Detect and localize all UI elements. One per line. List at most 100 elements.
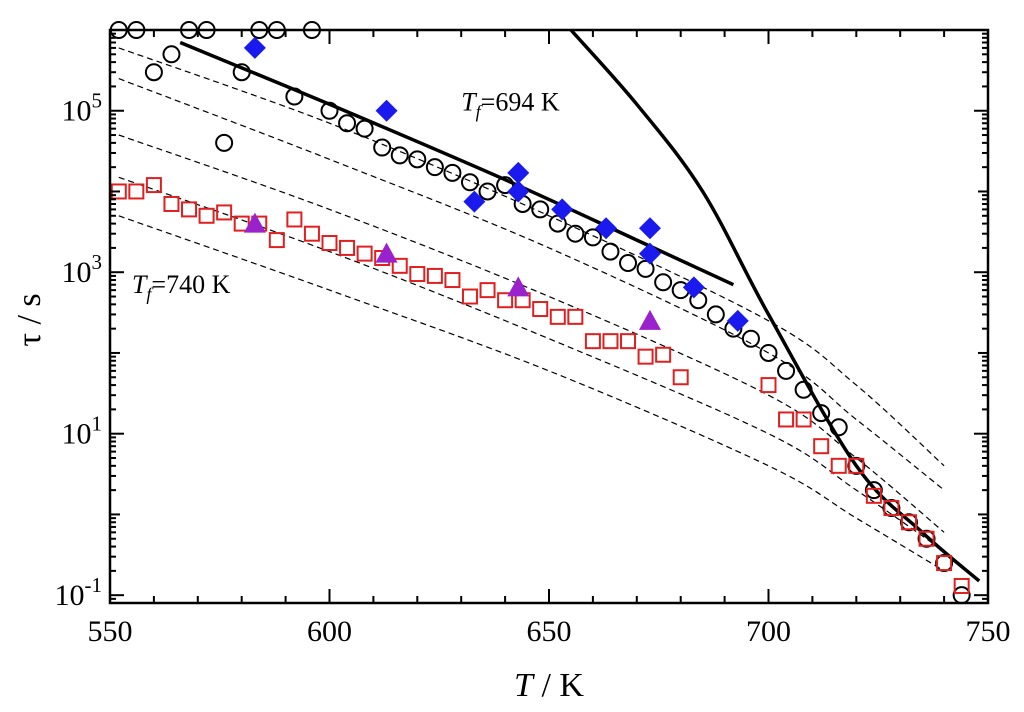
annotations: Tf=694 K Tf=740 K: [132, 88, 560, 304]
y-tick-label: 105: [62, 89, 103, 128]
open-square-point: [233, 215, 250, 232]
filled-diamond-point: [507, 180, 530, 203]
open-square-point: [655, 346, 672, 363]
open-circle-point: [144, 63, 163, 82]
open-square-point: [426, 267, 443, 284]
open-circle-point: [777, 361, 796, 380]
filled-triangle-point: [507, 276, 530, 297]
open-circle-point: [619, 254, 638, 273]
filled-diamond-point: [595, 217, 618, 240]
open-square-point: [883, 500, 900, 517]
y-tick-label: 10-1: [55, 573, 103, 612]
open-square-point: [198, 207, 215, 224]
open-square-point: [637, 348, 654, 365]
open-square-point: [303, 225, 320, 242]
solid-fit-line: [179, 40, 735, 287]
open-square-point: [953, 577, 970, 594]
filled-diamond-point: [507, 161, 530, 184]
open-square-point: [444, 272, 461, 289]
open-circle-point: [320, 101, 339, 120]
x-axis-label: T / K: [514, 667, 584, 704]
open-square-point: [549, 308, 566, 325]
filled-triangle-point: [375, 242, 398, 263]
y-axis-label: τ / s: [11, 293, 48, 346]
open-circle-point: [232, 63, 251, 82]
open-square-point: [532, 301, 549, 318]
open-square-point: [268, 232, 285, 249]
open-square-point: [216, 204, 233, 221]
open-circle-point: [917, 529, 936, 548]
open-square-point: [584, 333, 601, 350]
filled-diamond-point: [243, 36, 266, 59]
open-square-point: [356, 245, 373, 262]
filled-triangle-point: [243, 212, 266, 233]
axis-ticks: [109, 29, 989, 604]
open-circle-point: [390, 146, 409, 165]
open-square-point: [813, 438, 830, 455]
y-tick-labels: 10-1 101 103 105: [55, 89, 103, 612]
open-square-point: [865, 487, 882, 504]
dashed-model-line: [118, 176, 945, 552]
open-square-point: [830, 457, 847, 474]
solid-fit-line: [569, 28, 981, 583]
open-circle-point: [338, 114, 357, 133]
open-circle-point: [355, 119, 374, 138]
open-circle-point: [215, 133, 234, 152]
open-circle-point: [794, 380, 813, 399]
open-circle-point: [478, 182, 497, 201]
open-square-point: [286, 211, 303, 228]
open-square-point: [936, 555, 953, 572]
open-square-point: [900, 514, 917, 531]
data-markers: [109, 21, 971, 605]
open-circle-point: [443, 163, 462, 182]
open-circle-point: [460, 173, 479, 192]
open-square-point: [567, 308, 584, 325]
open-square-point: [128, 183, 145, 200]
open-square-point: [778, 411, 795, 428]
open-square-point: [760, 377, 777, 394]
filled-diamond-point: [638, 242, 661, 265]
open-square-point: [339, 239, 356, 256]
open-square-point: [672, 369, 689, 386]
x-tick-label: 650: [527, 615, 572, 648]
open-square-point: [163, 195, 180, 212]
open-circle-point: [706, 305, 725, 324]
open-square-point: [391, 257, 408, 274]
filled-diamond-point: [726, 309, 749, 332]
open-square-point: [321, 235, 338, 252]
open-circle-point: [935, 554, 954, 573]
filled-diamond-point: [638, 217, 661, 240]
open-square-point: [918, 530, 935, 547]
open-circle-point: [636, 259, 655, 278]
x-axis-label-main: T: [514, 667, 535, 704]
open-square-point: [409, 266, 426, 283]
x-tick-label: 700: [746, 615, 791, 648]
open-circle-point: [601, 242, 620, 261]
open-circle-point: [285, 87, 304, 106]
open-circle-point: [952, 586, 971, 605]
filled-triangle-point: [638, 309, 661, 330]
x-tick-labels: 550 600 650 700 750: [88, 615, 1011, 648]
open-circle-point: [741, 329, 760, 348]
open-square-point: [181, 201, 198, 218]
x-tick-label: 600: [307, 615, 352, 648]
filled-diamond-point: [463, 190, 486, 213]
open-circle-point: [408, 150, 427, 169]
y-tick-label: 103: [62, 250, 103, 289]
open-circle-point: [654, 273, 673, 292]
open-square-point: [145, 177, 162, 194]
open-square-point: [620, 333, 637, 350]
dashed-model-line: [118, 215, 945, 572]
filled-diamond-point: [375, 99, 398, 122]
x-axis-label-unit: / K: [533, 667, 584, 704]
open-circle-point: [566, 224, 585, 243]
open-circle-point: [373, 138, 392, 157]
open-square-point: [795, 411, 812, 428]
filled-diamond-point: [551, 198, 574, 221]
y-tick-label: 101: [62, 412, 103, 451]
annotation-label: Tf=740 K: [132, 270, 231, 304]
open-circle-point: [162, 45, 181, 64]
open-square-point: [848, 457, 865, 474]
x-tick-label: 550: [88, 615, 133, 648]
